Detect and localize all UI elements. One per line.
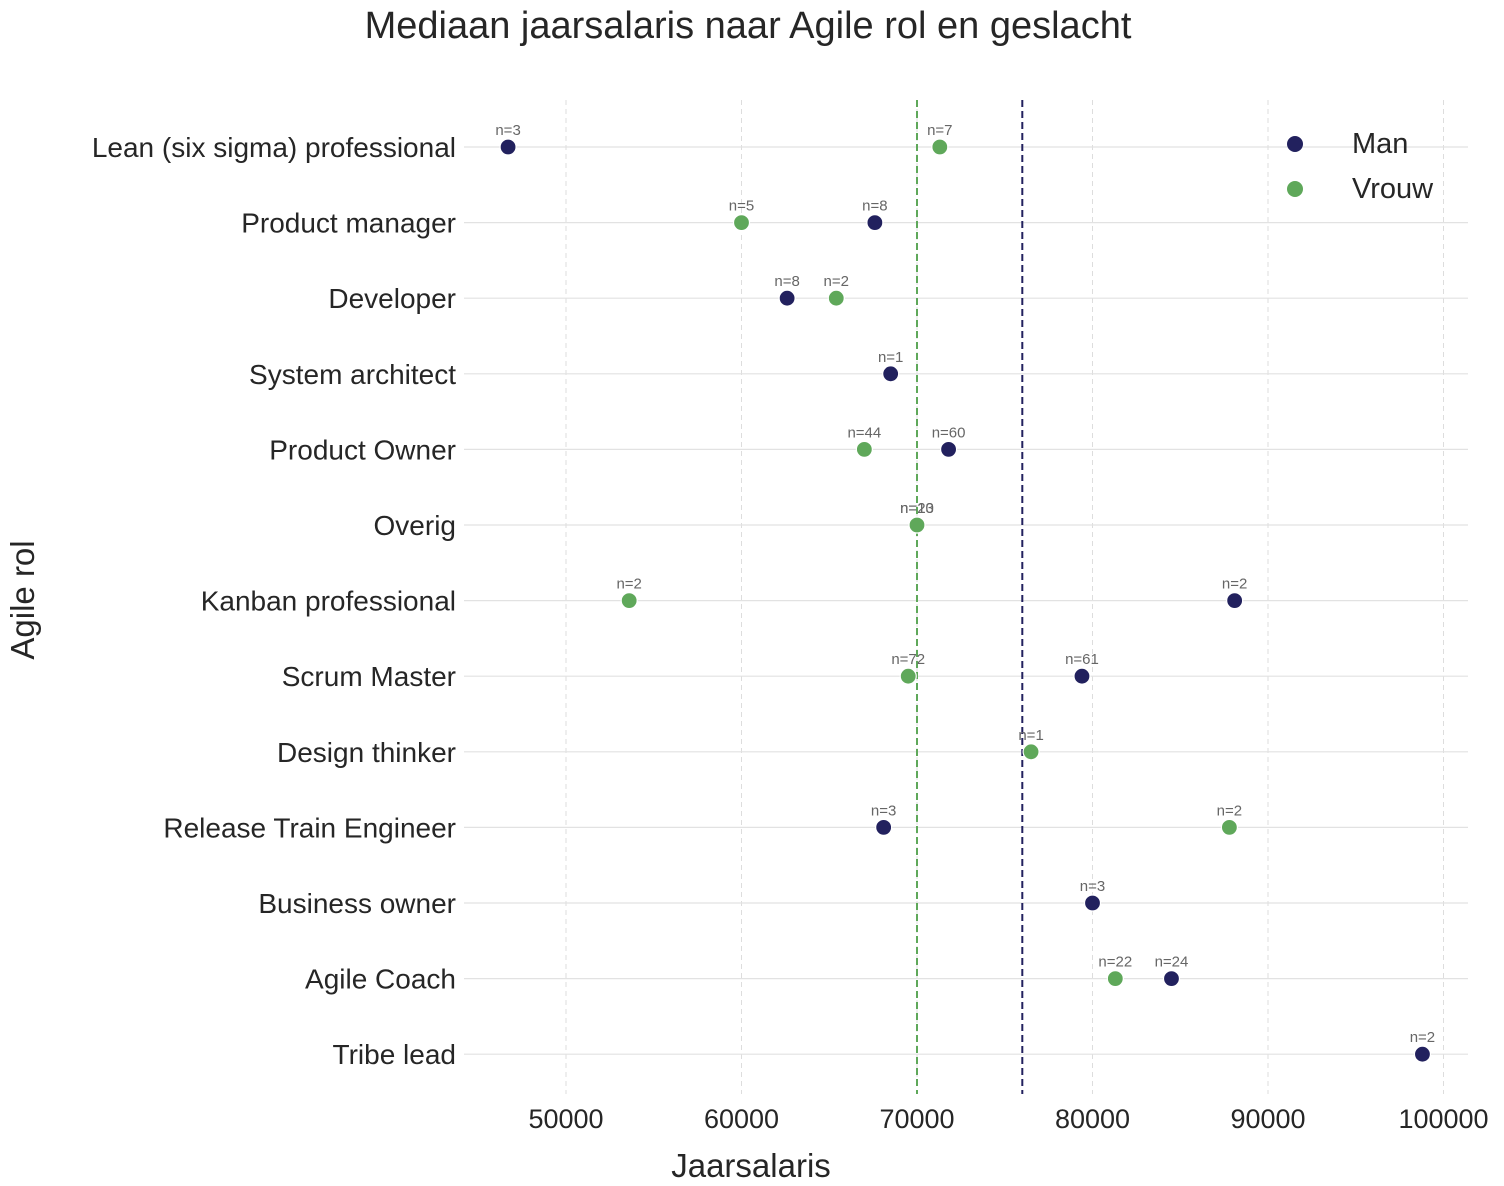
x-tick-80000: 80000: [1055, 1104, 1130, 1134]
y-axis-label: Agile rol: [4, 540, 41, 659]
legend-marker-vrouw: [1287, 181, 1303, 197]
point-label-vrouw-developer: n=2: [824, 273, 849, 290]
x-tick-50000: 50000: [528, 1104, 603, 1134]
point-man-scrum-master: [1073, 667, 1091, 685]
point-vrouw-release-train-engineer: [1220, 818, 1238, 837]
legend-label-vrouw: Vrouw: [1352, 173, 1434, 205]
point-label-man-overig: n=20: [900, 500, 934, 517]
point-man-product-owner: [939, 440, 958, 458]
y-tick-kanban-professional: Kanban professional: [201, 586, 456, 617]
y-tick-design-thinker: Design thinker: [277, 737, 456, 768]
point-label-man-business-owner: n=3: [1080, 878, 1105, 895]
reference-lines: [916, 100, 1024, 1094]
point-label-man-kanban-professional: n=2: [1222, 576, 1247, 593]
y-tick-scrum-master: Scrum Master: [282, 661, 456, 692]
point-label-vrouw-lean-six-sigma-professional: n=7: [927, 122, 952, 139]
point-label-man-release-train-engineer: n=3: [871, 802, 896, 819]
point-man-product-manager: [866, 214, 884, 232]
point-vrouw-overig: [908, 516, 926, 534]
y-tick-product-manager: Product manager: [241, 208, 456, 239]
y-tick-release-train-engineer: Release Train Engineer: [163, 812, 456, 843]
point-label-vrouw-kanban-professional: n=2: [616, 576, 641, 593]
point-label-man-developer: n=8: [774, 273, 799, 290]
point-vrouw-developer: [827, 289, 845, 307]
point-label-man-scrum-master: n=61: [1065, 651, 1099, 668]
legend-label-man: Man: [1352, 128, 1408, 160]
point-man-system-architect: [882, 365, 900, 383]
x-tick-labels: 50000 60000 70000 80000 90000 100000: [528, 1104, 1488, 1134]
point-label-vrouw-scrum-master: n=72: [891, 651, 925, 668]
grid: [464, 100, 1468, 1094]
point-label-vrouw-overig: n=13: [900, 500, 934, 517]
y-tick-overig: Overig: [374, 510, 456, 541]
point-man-developer: [778, 289, 796, 307]
x-tick-60000: 60000: [704, 1104, 779, 1134]
point-label-man-tribe-lead: n=2: [1410, 1029, 1435, 1046]
point-vrouw-design-thinker: [1022, 743, 1040, 761]
legend-marker-man: [1287, 136, 1303, 152]
legend: Man Vrouw: [1287, 128, 1434, 205]
point-label-vrouw-product-manager: n=5: [729, 198, 754, 215]
y-tick-agile-coach: Agile Coach: [305, 964, 456, 995]
x-tick-100000: 100000: [1398, 1104, 1488, 1134]
x-tick-90000: 90000: [1230, 1104, 1305, 1134]
point-vrouw-lean-six-sigma-professional: [931, 138, 949, 156]
point-man-release-train-engineer: [875, 818, 893, 837]
point-vrouw-product-owner: [855, 440, 873, 458]
x-axis-label: Jaarsalaris: [671, 1147, 831, 1184]
y-tick-labels: Lean (six sigma) professional Product man…: [92, 132, 456, 1070]
point-man-lean-six-sigma-professional: [499, 138, 517, 156]
point-man-agile-coach: [1162, 969, 1181, 988]
point-man-business-owner: [1083, 894, 1102, 912]
point-label-vrouw-product-owner: n=44: [847, 424, 881, 441]
point-label-vrouw-agile-coach: n=22: [1098, 954, 1132, 971]
y-tick-product-owner: Product Owner: [269, 434, 456, 465]
point-label-vrouw-design-thinker: n=1: [1018, 727, 1043, 744]
point-label-man-product-owner: n=60: [932, 424, 966, 441]
point-vrouw-product-manager: [732, 214, 751, 232]
point-label-vrouw-release-train-engineer: n=2: [1217, 802, 1242, 819]
y-tick-system-architect: System architect: [249, 359, 456, 390]
point-vrouw-scrum-master: [899, 667, 917, 685]
y-tick-developer: Developer: [328, 283, 456, 314]
point-vrouw-agile-coach: [1106, 969, 1124, 988]
y-tick-business-owner: Business owner: [258, 888, 456, 919]
y-tick-lean-six-sigma-professional: Lean (six sigma) professional: [92, 132, 456, 163]
x-tick-70000: 70000: [879, 1104, 954, 1134]
point-label-man-system-architect: n=1: [878, 349, 903, 366]
point-vrouw-kanban-professional: [620, 591, 638, 610]
point-label-man-product-manager: n=8: [862, 198, 887, 215]
data-points: n=3 n=8 n=8 n=1 n=60 n=20 n=2 n=61 n=3 n=3 n=24 n=2…: [495, 122, 1435, 1063]
chart-title: Mediaan jaarsalaris naar Agile rol en ge…: [365, 5, 1132, 47]
point-man-kanban-professional: [1226, 591, 1244, 610]
point-label-man-agile-coach: n=24: [1155, 954, 1189, 971]
point-label-man-lean-six-sigma-professional: n=3: [495, 122, 520, 139]
point-man-tribe-lead: [1413, 1045, 1432, 1063]
y-tick-tribe-lead: Tribe lead: [333, 1039, 456, 1070]
